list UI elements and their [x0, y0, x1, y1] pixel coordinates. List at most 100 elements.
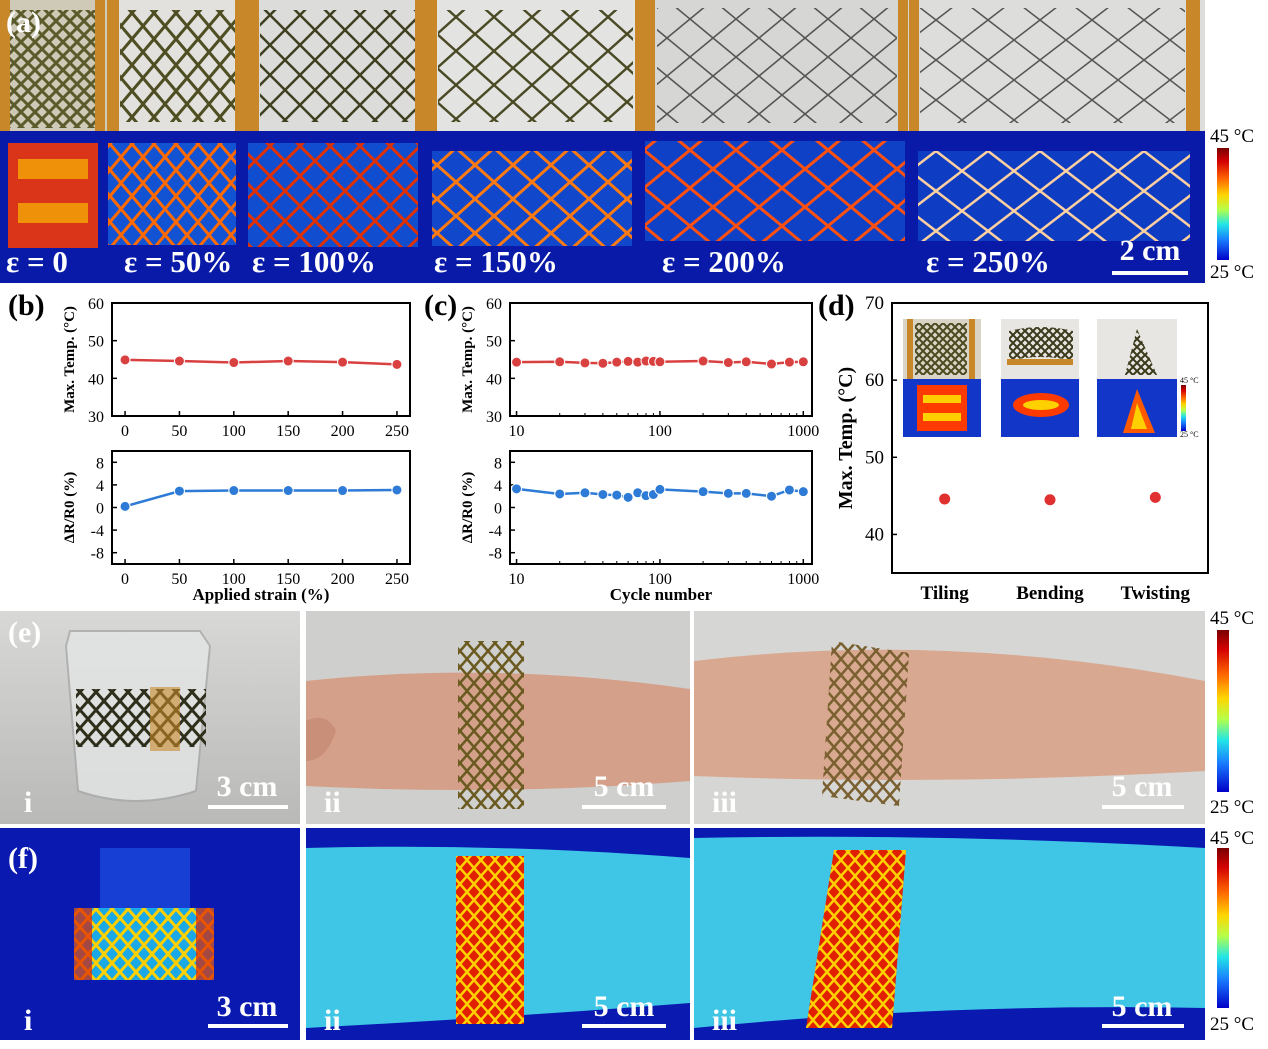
panel-d-inset-colorbar-max: 45 °C [1180, 376, 1199, 385]
panel-f-iii-thermal [694, 828, 1205, 1040]
panel-f-iii-scale-bar [1102, 1024, 1184, 1028]
panel-e-ii-scale-bar [582, 805, 666, 809]
panel-f-iii-label: iii [712, 1004, 738, 1037]
chart-c-top-frame [509, 302, 813, 417]
chart-c-top-point-0 [511, 356, 523, 368]
chart-d-xtick-label-1: Bending [1016, 583, 1084, 604]
panel-e-i-photo [0, 611, 300, 824]
chart-c-bottom-xlabel: Cycle number [610, 585, 713, 604]
chart-b-bottom-xtick-label-0: 0 [121, 571, 129, 588]
panel-e-colorbar [1217, 630, 1229, 792]
chart-b-top-ytick-label-1: 40 [88, 371, 104, 388]
strain-label-0: ε = 0 [6, 244, 68, 279]
chart-b-top-point-4 [337, 356, 349, 368]
chart-c-top-point-15 [797, 356, 809, 368]
chart-b-bottom-xtick-label-2: 100 [222, 571, 246, 588]
panel-d-inset-twisting-thermal [1097, 379, 1177, 437]
chart-c-bottom-point-2 [579, 487, 591, 499]
panel-a-scale-bar [1112, 271, 1188, 275]
chart-b-top-xtick-label-1: 50 [171, 423, 187, 440]
chart-b-top-ytick-label-0: 30 [88, 409, 104, 426]
chart-c-bottom-ytick-label-3: 4 [494, 478, 502, 495]
strain-label-50: ε = 50% [124, 244, 233, 279]
chart-d-xtick-label-2: Twisting [1121, 583, 1191, 604]
panel-f-colorbar-min: 25 °C [1210, 1014, 1255, 1035]
chart-b-top-xtick-label-4: 200 [331, 423, 355, 440]
chart-b-bottom-xlabel: Applied strain (%) [193, 585, 330, 604]
panel-e-i-scale-text: 3 cm [216, 770, 278, 803]
chart-c-top-point-3 [597, 357, 609, 369]
panel-f-colorbar [1217, 848, 1229, 1008]
chart-b-bottom-ytick-label-2: 0 [96, 501, 104, 518]
chart-d-ytick-label-3: 70 [865, 293, 884, 314]
chart-b-top-xtick-label-2: 100 [222, 423, 246, 440]
chart-d-ylabel: Max. Temp. (°C) [835, 367, 857, 509]
panel-a-label: (a) [6, 6, 41, 39]
chart-b-bottom-ytick-label-1: -4 [91, 523, 104, 540]
panel-f-label: (f) [8, 842, 38, 875]
chart-c-bottom-point-13 [765, 490, 777, 502]
chart-c-bottom-point-15 [797, 486, 809, 498]
strain-label-100: ε = 100% [252, 244, 376, 279]
chart-b-top-point-2 [228, 357, 240, 369]
panel-e-colorbar-min: 25 °C [1210, 797, 1255, 818]
chart-c-top-point-4 [611, 356, 623, 368]
panel-e-colorbar-max: 45 °C [1210, 608, 1255, 629]
chart-b-bottom-ytick-label-4: 8 [96, 455, 104, 472]
panel-d-inset-colorbar [1181, 385, 1186, 431]
chart-c-bottom-point-11 [722, 487, 734, 499]
panel-e-iii-scale-text: 5 cm [1111, 770, 1173, 803]
thermal-mesh-images [8, 141, 1190, 248]
chart-c-bottom-point-5 [622, 491, 634, 503]
panel-f-colorbar-max: 45 °C [1210, 828, 1255, 849]
chart-b-bottom-xtick-label-3: 150 [276, 571, 300, 588]
panel-c-label: (c) [424, 289, 457, 322]
chart-c-top-xtick-label-0: 10 [509, 423, 525, 440]
panel-e-ii-scale-text: 5 cm [593, 770, 655, 803]
chart-b-top-frame [111, 302, 411, 417]
chart-c-bottom-point-3 [597, 489, 609, 501]
panel-a-colorbar-max: 45 °C [1210, 126, 1255, 147]
chart-b-top-point-3 [282, 355, 294, 367]
chart-c-bottom-frame [509, 450, 813, 565]
chart-b-bottom-xtick-label-5: 250 [385, 571, 409, 588]
chart-c-top-ytick-label-2: 50 [486, 334, 502, 351]
panel-e-iii-scale-bar [1102, 805, 1184, 809]
strain-label-250: ε = 250% [926, 244, 1050, 279]
chart-c-top-point-9 [654, 356, 666, 368]
panel-d-inset-colorbar-min: 25 °C [1180, 430, 1199, 439]
chart-c-bottom-xtick-label-0: 10 [509, 571, 525, 588]
chart-c-bottom-point-1 [554, 488, 566, 500]
chart-c-bottom-ytick-label-2: 0 [494, 501, 502, 518]
panel-a-colorbar-min: 25 °C [1210, 262, 1255, 283]
chart-c-bottom-point-10 [697, 486, 709, 498]
chart-c-top-point-13 [765, 358, 777, 370]
chart-b-bottom-point-5 [391, 484, 403, 496]
chart-b-bottom-xtick-label-4: 200 [331, 571, 355, 588]
chart-b-top-ytick-label-3: 60 [88, 296, 104, 313]
panel-e-iii-label: iii [712, 786, 738, 819]
chart-b-top-xtick-label-5: 250 [385, 423, 409, 440]
chart-b-bottom-frame [111, 450, 411, 565]
chart-c-bottom-ytick-label-1: -4 [489, 523, 502, 540]
panel-e-ii-photo [306, 611, 690, 824]
panel-f-ii-thermal [306, 828, 690, 1040]
panel-a-photo-strip [0, 0, 1205, 131]
panel-e-i-label: i [24, 786, 33, 819]
chart-c-top-point-2 [579, 357, 591, 369]
chart-b-top-point-1 [173, 355, 185, 367]
chart-d-ytick-label-1: 50 [865, 447, 884, 468]
panel-b-label: (b) [8, 289, 45, 322]
strain-label-150: ε = 150% [434, 244, 558, 279]
chart-b-bottom-point-3 [282, 485, 294, 497]
chart-c-bottom-ytick-label-4: 8 [494, 455, 502, 472]
panel-e-iii-photo [694, 611, 1205, 824]
chart-c-bottom-point-4 [611, 489, 623, 501]
panel-d-inset-tiling-photo [903, 319, 981, 379]
chart-b-top-ytick-label-2: 50 [88, 334, 104, 351]
chart-c-bottom-point-12 [740, 487, 752, 499]
chart-b-bottom-series-line-0 [124, 488, 397, 508]
chart-b-top-point-5 [391, 358, 403, 370]
chart-c-bottom-point-9 [654, 483, 666, 495]
